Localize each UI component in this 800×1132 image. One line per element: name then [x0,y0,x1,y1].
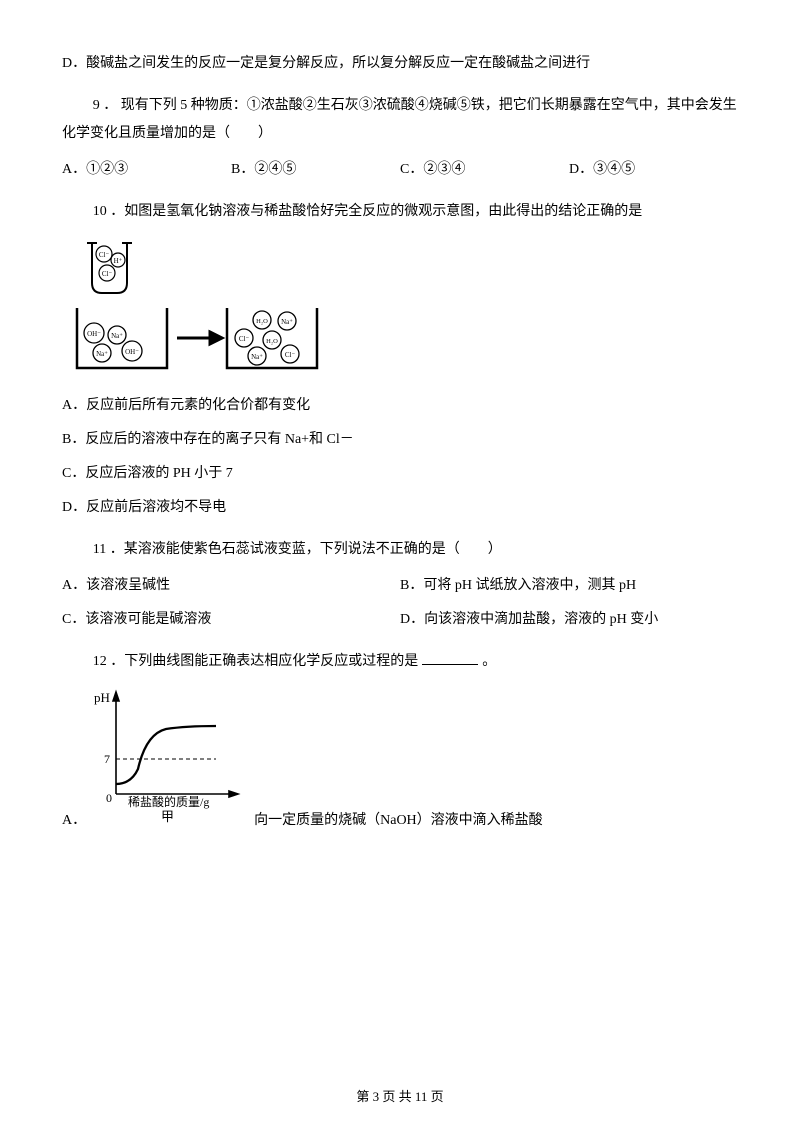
q10-lead: 10 ．如图是氢氧化钠溶液与稀盐酸恰好完全反应的微观示意图，由此得出的结论正确的… [62,198,738,226]
q11-option-c: C．该溶液可能是碱溶液 [62,606,400,634]
ion-label: Na⁺ [251,353,263,361]
q8-option-d: D．酸碱盐之间发生的反应一定是复分解反应，所以复分解反应一定在酸碱盐之间进行 [62,50,738,78]
q10-option-b: B．反应后的溶液中存在的离子只有 Na+和 Cl－ [62,426,738,454]
chart-xlabel: 稀盐酸的质量/g [128,794,209,809]
chart-caption: 甲 [161,809,174,824]
q10-option-a: A．反应前后所有元素的化合价都有变化 [62,392,738,420]
q12-lead-prefix: 12 ．下列曲线图能正确表达相应化学反应或过程的是 [93,654,419,669]
ion-label: H₂O [266,338,278,345]
q12-option-a-row: A． pH 7 0 稀盐酸的质量/g 甲 向一定质量的烧碱（NaOH）溶液中滴入… [62,684,738,835]
chart-origin: 0 [106,791,112,805]
q12-option-a-label: A． [62,807,86,835]
ion-label: Cl⁻ [102,270,113,278]
q9-lead: 9 ． 现有下列 5 种物质：①浓盐酸②生石灰③浓硫酸④烧碱⑤铁，把它们长期暴露… [62,92,738,148]
q11-lead: 11 ．某溶液能使紫色石蕊试液变蓝，下列说法不正确的是（ ） [62,536,738,564]
ion-label: H⁺ [114,257,123,265]
ion-label: Na⁺ [281,318,293,326]
q9-option-c: C．②③④ [400,156,569,184]
q11-option-a: A．该溶液呈碱性 [62,572,400,600]
ion-label: Cl⁻ [239,335,250,343]
chart-tick-7: 7 [104,752,110,766]
q12-chart: pH 7 0 稀盐酸的质量/g 甲 [86,684,246,835]
ion-label: H₂O [256,318,268,325]
q11-option-d: D．向该溶液中滴加盐酸，溶液的 pH 变小 [400,606,738,634]
chart-ylabel: pH [94,690,110,705]
ion-label: OH⁻ [87,330,101,338]
ion-label: Na⁺ [111,332,123,340]
q12-lead-suffix: 。 [482,654,496,669]
q10-diagram: Cl⁻ H⁺ Cl⁻ OH⁻ Na⁺ Na⁺ OH⁻ H₂O Na⁺ Cl⁻ H… [62,238,738,378]
q11-row1: A．该溶液呈碱性 B．可将 pH 试纸放入溶液中，测其 pH [62,572,738,600]
q10-option-c: C．反应后溶液的 PH 小于 7 [62,460,738,488]
ion-label: Cl⁻ [99,251,110,259]
ion-label: Cl⁻ [285,351,296,359]
q9-option-b: B．②④⑤ [231,156,400,184]
q12-blank [422,651,478,665]
q11-row2: C．该溶液可能是碱溶液 D．向该溶液中滴加盐酸，溶液的 pH 变小 [62,606,738,634]
q11-option-b: B．可将 pH 试纸放入溶液中，测其 pH [400,572,738,600]
q9-options: A．①②③ B．②④⑤ C．②③④ D．③④⑤ [62,156,738,184]
q12-option-a-text: 向一定质量的烧碱（NaOH）溶液中滴入稀盐酸 [254,807,543,835]
ion-label: Na⁺ [96,350,108,358]
q9-option-d: D．③④⑤ [569,156,738,184]
q12-lead: 12 ．下列曲线图能正确表达相应化学反应或过程的是 。 [62,648,738,676]
ion-label: OH⁻ [125,348,139,356]
q9-option-a: A．①②③ [62,156,231,184]
page-footer: 第 3 页 共 11 页 [0,1084,800,1110]
q10-option-d: D．反应前后溶液均不导电 [62,494,738,522]
